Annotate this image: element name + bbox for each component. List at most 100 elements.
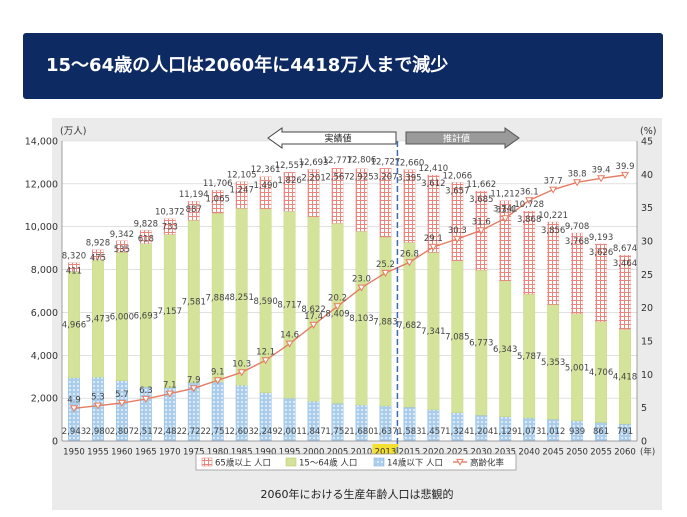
banner-title: 15〜64歳の人口は2060年に4418万人まで減少 — [46, 55, 449, 76]
label-total: 11,212 — [490, 190, 520, 200]
aging-rate-point — [285, 340, 294, 348]
label-total: 12,693 — [299, 158, 329, 168]
bar-elderly — [403, 169, 416, 243]
label-working: 8,622 — [301, 305, 325, 315]
aging-rate-label: 31.6 — [472, 217, 491, 227]
bar-elderly — [163, 218, 176, 235]
aging-rate-label: 25.2 — [376, 260, 395, 270]
label-elderly: 3,626 — [589, 248, 613, 258]
y2-tick-label: 35 — [641, 203, 653, 214]
label-young: 2,249 — [253, 427, 277, 437]
label-total: 10,728 — [514, 200, 544, 210]
plot-area — [62, 141, 637, 441]
label-total: 12,410 — [418, 164, 448, 174]
x-tick-label: 2010 — [351, 448, 373, 458]
bar-elderly — [571, 232, 584, 314]
label-young: 2,722 — [182, 427, 206, 437]
label-young: 2,482 — [158, 427, 182, 437]
bar-elderly — [211, 190, 224, 214]
label-elderly: 3,856 — [541, 226, 565, 236]
aging-rate-label: 26.8 — [400, 249, 419, 259]
y2-tick-label: 10 — [641, 370, 653, 381]
label-elderly: 3,685 — [469, 195, 493, 205]
legend-elderly-swatch — [201, 457, 213, 467]
label-working: 6,693 — [134, 311, 158, 321]
aging-rate-label: 29.1 — [424, 234, 443, 244]
label-elderly: 3,207 — [373, 172, 397, 182]
bar-elderly — [307, 169, 320, 217]
bar-elderly — [235, 181, 248, 209]
x-tick-label: 1980 — [207, 448, 229, 458]
aging-rate-point — [189, 385, 198, 393]
aging-rate-label: 12.1 — [256, 347, 275, 357]
label-elderly: 1,247 — [230, 186, 254, 196]
label-working: 8,103 — [349, 314, 373, 324]
bar-elderly — [355, 168, 368, 232]
aging-rate-label: 7.9 — [187, 375, 201, 385]
label-elderly: 3,657 — [445, 186, 469, 196]
label-total: 8,928 — [86, 239, 110, 249]
bar-elderly — [259, 176, 272, 209]
label-elderly: 411 — [66, 267, 82, 277]
legend-box — [195, 453, 517, 471]
x-tick-label: 2045 — [542, 448, 564, 458]
y-tick-label: 2,000 — [31, 394, 58, 405]
bar-elderly — [68, 262, 80, 272]
label-total: 8,320 — [62, 252, 86, 262]
aging-rate-label: 6.3 — [139, 386, 153, 396]
bar-elderly — [92, 249, 104, 261]
legend-working-swatch — [285, 457, 297, 467]
x-tick-label: 1970 — [159, 448, 181, 458]
label-young: 1,012 — [541, 427, 565, 437]
y2-tick-label: 25 — [641, 270, 653, 281]
x-tick-label: 2060 — [614, 448, 636, 458]
label-working: 7,157 — [158, 307, 182, 317]
label-working: 6,000 — [110, 313, 134, 323]
label-elderly: 535 — [114, 245, 130, 255]
aging-rate-point — [405, 259, 414, 267]
label-total: 12,727 — [371, 157, 401, 167]
x-tick-label: 1990 — [255, 448, 277, 458]
aging-rate-label: 4.9 — [67, 395, 81, 405]
label-working: 7,085 — [445, 333, 469, 343]
aging-rate-point — [477, 227, 486, 235]
aging-rate-point — [93, 402, 102, 410]
x-tick-label: 1995 — [279, 448, 301, 458]
label-elderly: 733 — [162, 223, 178, 233]
label-young: 2,603 — [230, 427, 254, 437]
label-young: 1,073 — [517, 427, 541, 437]
label-elderly: 887 — [186, 205, 202, 215]
label-total: 9,708 — [565, 222, 589, 232]
label-working: 7,883 — [373, 317, 397, 327]
label-young: 2,943 — [62, 427, 86, 437]
aging-rate-label: 38.8 — [568, 169, 587, 179]
aging-rate-label: 14.6 — [280, 331, 299, 341]
y2-tick-label: 45 — [641, 137, 653, 148]
label-working: 8,251 — [230, 293, 254, 303]
legend-elderly-text: 65歳以上 人口 — [215, 458, 271, 469]
label-elderly: 3,612 — [421, 179, 445, 189]
actual-label: 実績値 — [324, 133, 351, 145]
bar-elderly — [187, 201, 200, 221]
label-total: 12,660 — [395, 159, 425, 169]
aging-rate-point — [357, 284, 366, 292]
label-elderly: 3,768 — [565, 237, 589, 247]
aging-rate-label: 5.3 — [91, 393, 105, 403]
aging-rate-point — [453, 235, 462, 244]
actual-arrow — [267, 127, 397, 149]
label-working: 5,473 — [86, 315, 110, 325]
label-young: 1,752 — [325, 427, 349, 437]
bar-elderly — [427, 174, 440, 253]
aging-rate-label: 23.0 — [352, 275, 371, 285]
y2-tick-label: 5 — [641, 403, 647, 414]
aging-rate-point — [549, 186, 558, 194]
y2-tick-label: 30 — [641, 237, 653, 248]
label-young: 861 — [593, 427, 609, 437]
label-young: 791 — [617, 427, 633, 437]
aging-rate-label: 20.2 — [328, 293, 347, 303]
bar-elderly — [139, 230, 152, 244]
x-tick-label: 2030 — [470, 448, 492, 458]
x-tick-label: 1985 — [231, 448, 253, 458]
y-tick-label: 14,000 — [25, 137, 58, 148]
x-tick-label: 2035 — [494, 448, 516, 458]
